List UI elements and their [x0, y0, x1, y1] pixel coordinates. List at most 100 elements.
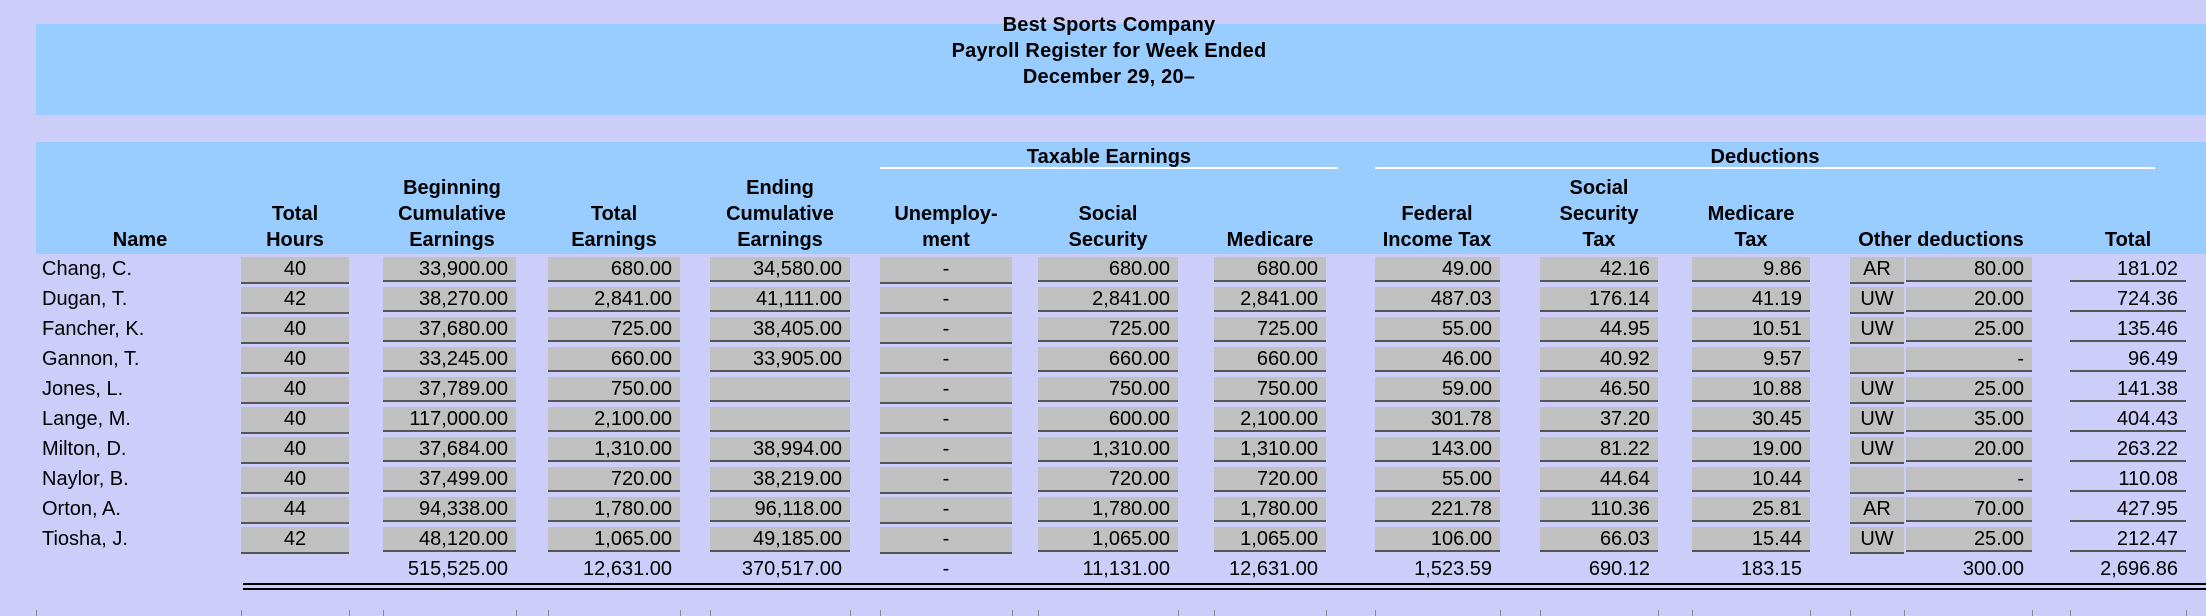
gridline-tick: [36, 610, 37, 616]
cell-total: 110.08: [2070, 467, 2186, 492]
gridline-tick: [1850, 610, 1851, 616]
cell-earn: 2,100.00: [548, 407, 680, 432]
cell-sstax: 81.22: [1540, 437, 1658, 462]
header-beg-cum-line-1: Beginning: [403, 177, 501, 199]
employee-name: Dugan, T.: [42, 288, 128, 310]
total-sstax: 690.12: [1588, 558, 1650, 580]
cell-hours: 40: [241, 317, 349, 344]
company-title: Best Sports Company: [1002, 14, 1216, 36]
gridline-tick: [2032, 610, 2033, 616]
cell-code: UW: [1850, 287, 1904, 314]
employee-name: Gannon, T.: [42, 348, 140, 370]
cell-hours: 40: [241, 377, 349, 404]
cell-fed: 106.00: [1375, 527, 1500, 552]
header-total-hours-line-1: Total: [271, 203, 319, 225]
cell-beg: 94,338.00: [383, 497, 516, 522]
cell-sstax: 44.95: [1540, 317, 1658, 342]
group-deductions-underline: [1375, 167, 2155, 169]
header-total-line-1: Total: [2104, 229, 2152, 251]
gridline-tick: [241, 610, 242, 616]
cell-medtax: 9.86: [1692, 257, 1810, 282]
header-end-cum-line-2: Cumulative: [726, 203, 834, 225]
gridline-tick: [1038, 610, 1039, 616]
cell-unemp: -: [880, 497, 1012, 524]
cell-code: UW: [1850, 407, 1904, 434]
gridline-tick: [1012, 610, 1013, 616]
cell-sstax: 46.50: [1540, 377, 1658, 402]
cell-total: 135.46: [2070, 317, 2186, 342]
gridline-tick: [1214, 610, 1215, 616]
cell-ss: 720.00: [1038, 467, 1178, 492]
header-other-line-1: Other deductions: [1858, 229, 2024, 251]
header-social-security-line-2: Security: [1068, 229, 1148, 251]
gridline-tick: [383, 610, 384, 616]
cell-ss: 1,780.00: [1038, 497, 1178, 522]
header-federal-line-2: Income Tax: [1382, 229, 1492, 251]
cell-fed: 143.00: [1375, 437, 1500, 462]
cell-hours: 42: [241, 527, 349, 554]
gridline-tick: [2070, 610, 2071, 616]
cell-unemp: -: [880, 347, 1012, 374]
cell-code: AR: [1850, 257, 1904, 284]
header-ss-tax-line-1: Social: [1569, 177, 1629, 199]
employee-name: Orton, A.: [42, 498, 121, 520]
cell-hours: 40: [241, 437, 349, 464]
total-ss: 11,131.00: [1082, 558, 1171, 580]
header-total-earnings-line-1: Total: [590, 203, 638, 225]
cell-medtax: 10.44: [1692, 467, 1810, 492]
group-taxable-earnings: Taxable Earnings: [1026, 146, 1192, 168]
cell-other: 80.00: [1906, 257, 2032, 282]
cell-end: [710, 377, 850, 402]
gridline-tick: [880, 610, 881, 616]
cell-end: 49,185.00: [710, 527, 850, 552]
cell-total: 263.22: [2070, 437, 2186, 462]
total-beg: 515,525.00: [407, 558, 508, 580]
cell-med: 660.00: [1214, 347, 1326, 372]
cell-end: 96,118.00: [710, 497, 850, 522]
cell-beg: 37,684.00: [383, 437, 516, 462]
cell-hours: 40: [241, 347, 349, 374]
cell-code: UW: [1850, 437, 1904, 464]
header-medicare-tax-line-2: Tax: [1734, 229, 1768, 251]
group-deductions: Deductions: [1710, 146, 1820, 168]
cell-total: 404.43: [2070, 407, 2186, 432]
cell-fed: 55.00: [1375, 467, 1500, 492]
cell-other: 20.00: [1906, 287, 2032, 312]
gridline-tick: [2186, 610, 2187, 616]
cell-ss: 725.00: [1038, 317, 1178, 342]
header-band: [36, 142, 2206, 254]
cell-med: 1,065.00: [1214, 527, 1326, 552]
employee-name: Fancher, K.: [42, 318, 145, 340]
cell-end: 41,111.00: [710, 287, 850, 312]
cell-fed: 55.00: [1375, 317, 1500, 342]
cell-code: UW: [1850, 317, 1904, 344]
cell-code: UW: [1850, 527, 1904, 554]
cell-ss: 660.00: [1038, 347, 1178, 372]
cell-beg: 33,900.00: [383, 257, 516, 282]
cell-fed: 301.78: [1375, 407, 1500, 432]
cell-unemp: -: [880, 257, 1012, 284]
cell-earn: 750.00: [548, 377, 680, 402]
cell-unemp: -: [880, 317, 1012, 344]
employee-name: Milton, D.: [42, 438, 127, 460]
cell-beg: 37,499.00: [383, 467, 516, 492]
employee-name: Naylor, B.: [42, 468, 129, 490]
cell-earn: 680.00: [548, 257, 680, 282]
cell-unemp: -: [880, 437, 1012, 464]
cell-sstax: 37.20: [1540, 407, 1658, 432]
header-beg-cum-line-3: Earnings: [409, 229, 495, 251]
header-beg-cum-line-2: Cumulative: [398, 203, 506, 225]
cell-sstax: 40.92: [1540, 347, 1658, 372]
cell-medtax: 25.81: [1692, 497, 1810, 522]
cell-medtax: 10.51: [1692, 317, 1810, 342]
cell-medtax: 30.45: [1692, 407, 1810, 432]
cell-end: [710, 407, 850, 432]
cell-sstax: 110.36: [1540, 497, 1658, 522]
gridline-tick: [1375, 610, 1376, 616]
gridline-tick: [1810, 610, 1811, 616]
cell-ss: 1,310.00: [1038, 437, 1178, 462]
cell-other: 25.00: [1906, 317, 2032, 342]
cell-medtax: 9.57: [1692, 347, 1810, 372]
cell-end: 34,580.00: [710, 257, 850, 282]
header-medicare-line-1: Medicare: [1226, 229, 1314, 251]
